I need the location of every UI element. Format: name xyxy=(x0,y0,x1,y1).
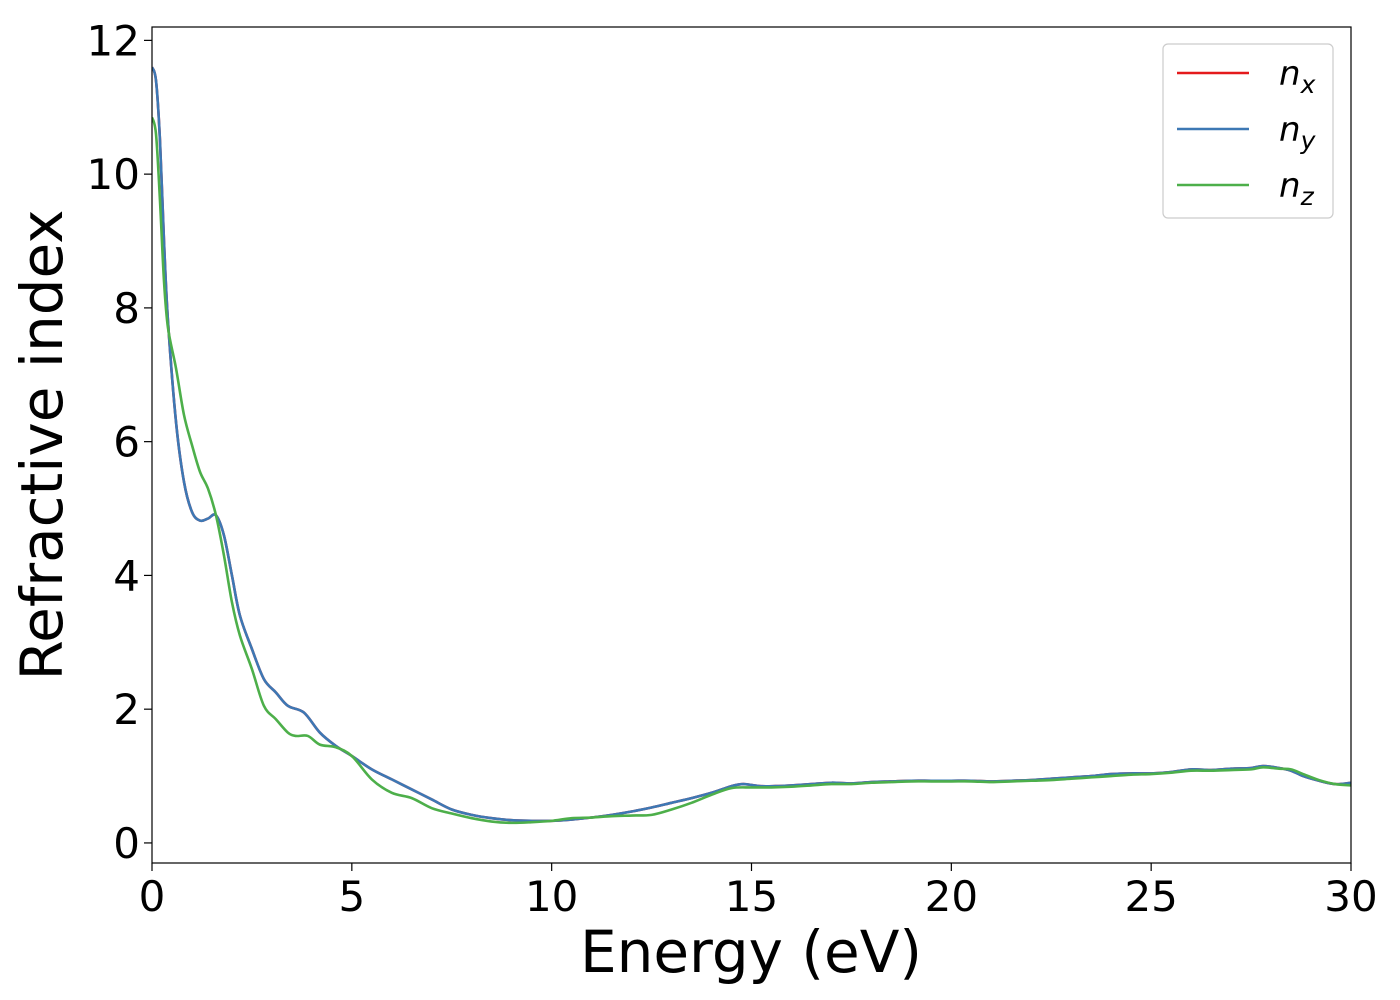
legend: nx ny nz xyxy=(1162,43,1334,219)
x-axis-ticks: 0 5 10 15 20 25 30 xyxy=(139,863,1378,921)
y-axis-ticks: 0 2 4 6 8 10 12 xyxy=(87,16,152,868)
legend-label-nz: nz xyxy=(1279,166,1315,211)
series-line-n-z xyxy=(152,116,1351,825)
x-axis-label: Energy (eV) xyxy=(580,918,922,986)
y-tick-label: 8 xyxy=(113,284,140,333)
x-tick-label: 30 xyxy=(1324,872,1377,921)
legend-box xyxy=(1162,43,1334,219)
y-tick-label: 4 xyxy=(113,551,140,600)
legend-label-nx: nx xyxy=(1279,54,1316,99)
x-tick-label: 20 xyxy=(925,872,978,921)
y-tick-label: 0 xyxy=(113,819,140,868)
series-layer xyxy=(152,66,1351,825)
y-tick-label: 6 xyxy=(113,418,140,467)
x-tick-label: 5 xyxy=(338,872,365,921)
legend-label-ny: ny xyxy=(1279,110,1317,155)
x-tick-label: 0 xyxy=(139,872,166,921)
y-tick-label: 2 xyxy=(113,685,140,734)
x-tick-label: 10 xyxy=(525,872,578,921)
y-axis-label: Refractive index xyxy=(8,209,76,680)
y-tick-label: 12 xyxy=(87,16,140,65)
x-tick-label: 25 xyxy=(1124,872,1177,921)
y-tick-label: 10 xyxy=(87,150,140,199)
x-tick-label: 15 xyxy=(725,872,778,921)
